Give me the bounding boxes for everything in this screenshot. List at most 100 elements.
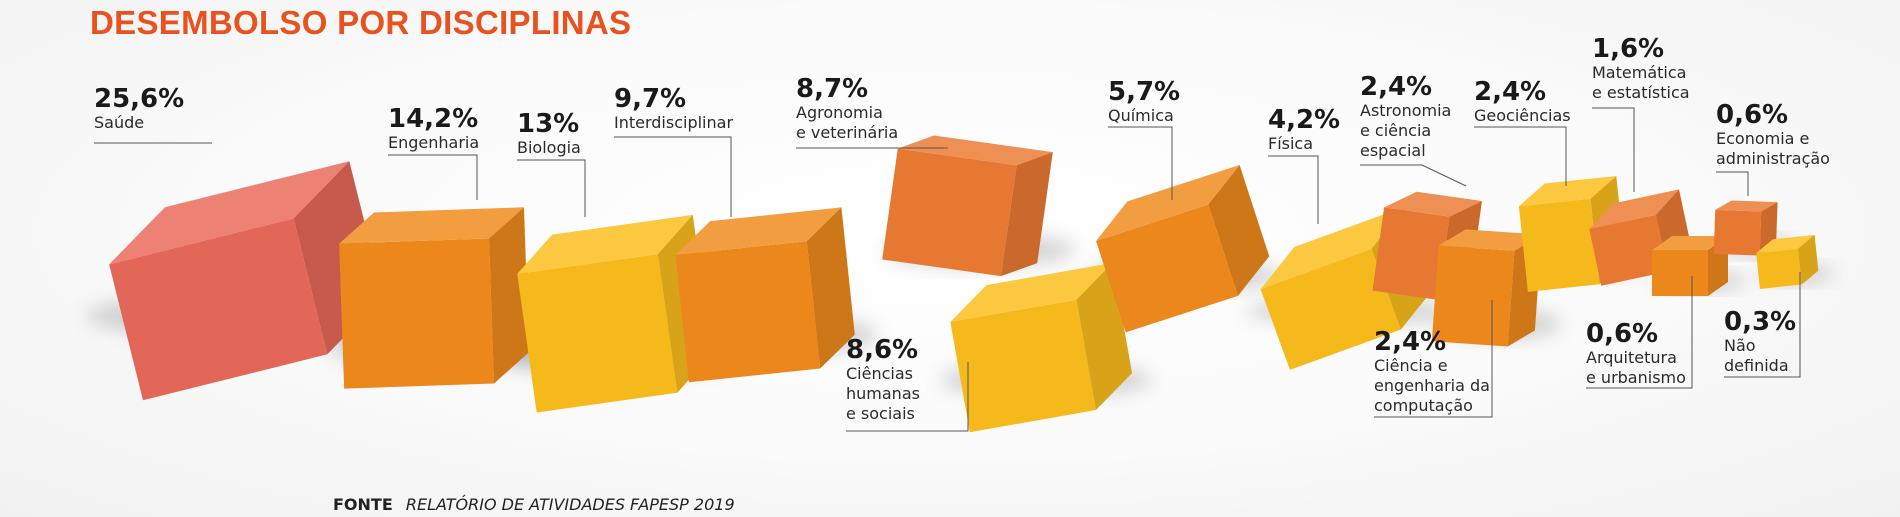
cube-top-face	[1518, 175, 1617, 207]
cube-side-face	[489, 207, 529, 384]
source-label: FONTE	[333, 495, 393, 514]
cube-front-face	[1431, 245, 1515, 347]
cube-1	[339, 207, 529, 389]
category-label: Matemática	[1592, 63, 1686, 82]
source-note: FONTE RELATÓRIO DE ATIVIDADES FAPESP 201…	[333, 495, 735, 514]
leader-line	[1724, 272, 1801, 378]
category-label: definida	[1724, 356, 1789, 375]
cube-front-face	[1096, 204, 1238, 333]
cube-top-face	[897, 135, 1053, 166]
category-label: Geociências	[1474, 106, 1571, 125]
category-label: e urbanismo	[1586, 368, 1686, 387]
cube-front-face	[109, 218, 328, 401]
cube-front-face	[1372, 207, 1450, 300]
cube-top-face	[1384, 191, 1482, 217]
cube-top-face	[1438, 229, 1542, 251]
labels-layer: 25,6%Saúde 14,2%Engenharia 13%Biologia 9,7%…	[94, 34, 1830, 432]
category-label: Astronomia	[1360, 101, 1451, 120]
cube-top-face	[1715, 200, 1778, 212]
category-label: Saúde	[94, 113, 144, 132]
cube-top-face	[109, 161, 350, 265]
leader-line	[1108, 126, 1173, 200]
data-label-percent: 14,2%	[388, 104, 478, 134]
cube-5	[950, 262, 1133, 433]
category-label: Ciências	[846, 364, 913, 383]
source-text: RELATÓRIO DE ATIVIDADES FAPESP 2019	[405, 495, 735, 514]
chart-title: DESEMBOLSO POR DISCIPLINAS	[90, 4, 632, 41]
leader-line	[1268, 155, 1319, 224]
data-label-percent: 2,4%	[1374, 327, 1446, 357]
category-label: Economia e	[1716, 129, 1809, 148]
cube-side-face	[1208, 164, 1270, 296]
data-label-percent: 4,2%	[1268, 105, 1340, 135]
leader-line	[517, 159, 586, 217]
leader-line	[1716, 171, 1749, 196]
category-label: e veterinária	[796, 123, 898, 142]
cube-top-face	[517, 214, 693, 274]
data-label-percent: 8,7%	[796, 74, 868, 104]
data-label-percent: 25,6%	[94, 84, 184, 114]
cube-front-face	[1518, 198, 1600, 292]
leader-line	[1592, 107, 1635, 192]
leader-line	[614, 136, 732, 217]
data-label-percent: 0,6%	[1586, 319, 1658, 349]
cube-front-face	[1713, 209, 1762, 256]
category-label: Biologia	[517, 138, 581, 157]
cube-front-face	[1589, 214, 1668, 286]
category-label: Química	[1108, 106, 1174, 125]
leader-line	[388, 154, 478, 200]
leader-line	[1360, 164, 1467, 187]
cube-front-face	[1260, 248, 1401, 370]
data-label-percent: 13%	[517, 109, 579, 139]
data-label-percent: 0,6%	[1716, 100, 1788, 130]
cube-top-face	[1652, 236, 1728, 250]
data-label-percent: 2,4%	[1474, 77, 1546, 107]
data-label-percent: 8,6%	[846, 335, 918, 365]
data-label-percent: 9,7%	[614, 84, 686, 114]
cube-front-face	[950, 299, 1096, 433]
category-label: e ciência	[1360, 121, 1431, 140]
category-label: espacial	[1360, 141, 1426, 160]
cube-front-face	[517, 254, 678, 413]
category-label: Não	[1724, 336, 1756, 355]
cube-top-face	[1756, 234, 1815, 254]
cube-side-face	[1797, 234, 1819, 285]
leader-line	[1374, 300, 1493, 418]
category-label: Física	[1268, 134, 1313, 153]
cube-3	[675, 207, 855, 383]
category-label: computação	[1374, 396, 1473, 415]
cube-side-face	[806, 207, 855, 369]
leader-line	[1474, 126, 1567, 186]
cube-front-face	[675, 241, 821, 383]
cube-front-face	[1652, 250, 1708, 296]
cube-top-face	[1260, 206, 1406, 290]
cube-6	[1096, 164, 1270, 333]
cube-front-face	[1756, 248, 1802, 289]
cube-top-face	[1589, 189, 1680, 229]
leader-line	[846, 362, 969, 432]
category-label: Engenharia	[388, 133, 479, 152]
cube-14	[1756, 234, 1819, 289]
category-label: administração	[1716, 149, 1830, 168]
cubes-layer	[109, 135, 1819, 433]
cube-4	[882, 135, 1053, 277]
cube-front-face	[882, 148, 1017, 277]
cube-top-face	[950, 262, 1113, 322]
leader-line	[1586, 276, 1693, 389]
data-label-percent: 2,4%	[1360, 72, 1432, 102]
cube-top-face	[1096, 164, 1240, 242]
category-label: e sociais	[846, 404, 915, 423]
cube-front-face	[339, 238, 495, 389]
category-label: humanas	[846, 384, 920, 403]
category-label: Interdisciplinar	[614, 113, 733, 132]
category-label: Arquitetura	[1586, 348, 1677, 367]
cube-side-face	[1001, 152, 1053, 277]
cube-9	[1431, 229, 1542, 347]
data-label-percent: 0,3%	[1724, 307, 1796, 337]
category-label: Ciência e	[1374, 356, 1448, 375]
category-label: Agronomia	[796, 103, 883, 122]
cube-top-face	[339, 207, 524, 244]
cube-top-face	[675, 207, 842, 255]
data-label-percent: 5,7%	[1108, 77, 1180, 107]
